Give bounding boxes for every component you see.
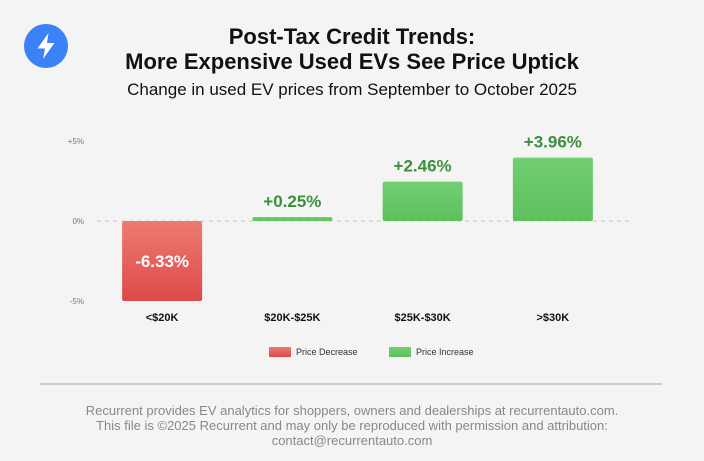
bar-1 — [252, 217, 333, 221]
y-tick-label: 0% — [72, 217, 84, 226]
legend-swatch-0 — [269, 347, 291, 357]
chart-subtitle: Change in used EV prices from September … — [127, 80, 577, 99]
bar-3 — [512, 157, 593, 221]
footer-line2: This file is ©2025 Recurrent and may onl… — [96, 418, 608, 433]
lightning-bolt-icon — [37, 33, 55, 59]
y-tick-label: +5% — [68, 137, 84, 146]
x-tick-label-0: <$20K — [146, 312, 179, 324]
data-label-3: +3.96% — [524, 133, 582, 152]
legend-swatch-1 — [389, 347, 411, 357]
y-tick-label: -5% — [70, 297, 84, 306]
x-tick-label-2: $25K-$30K — [394, 312, 450, 324]
bar-2 — [382, 181, 463, 221]
data-label-1: +0.25% — [263, 192, 321, 211]
footer-line1: Recurrent provides EV analytics for shop… — [85, 403, 619, 418]
legend-label-1: Price Increase — [416, 347, 474, 357]
footer-contact: contact@recurrentauto.com — [271, 433, 433, 448]
legend-label-0: Price Decrease — [296, 347, 358, 357]
data-label-2: +2.46% — [394, 157, 452, 176]
footer-divider — [40, 383, 662, 385]
chart-title-line2: More Expensive Used EVs See Price Uptick — [125, 49, 579, 74]
brand-logo — [24, 24, 68, 68]
bar-0 — [122, 221, 203, 301]
x-tick-label-3: >$30K — [537, 312, 570, 324]
data-label-0: -6.33% — [135, 252, 189, 271]
chart-title-line1: Post-Tax Credit Trends: — [228, 24, 476, 49]
x-tick-label-1: $20K-$25K — [264, 312, 320, 324]
bar-chart: +5% 0% -5% -6.33% <$20K +0.25% $20K-$25K +2.46%… — [68, 133, 632, 357]
